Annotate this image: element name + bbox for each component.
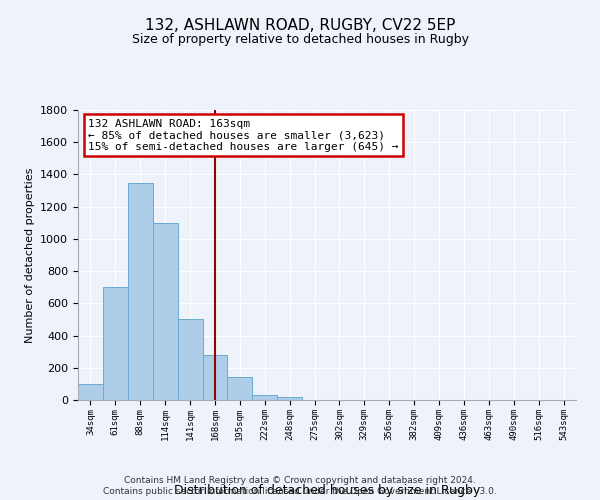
Bar [103, 287, 128, 400]
Text: 132, ASHLAWN ROAD, RUGBY, CV22 5EP: 132, ASHLAWN ROAD, RUGBY, CV22 5EP [145, 18, 455, 32]
Bar [227, 378, 253, 400]
Text: 132 ASHLAWN ROAD: 163sqm
← 85% of detached houses are smaller (3,623)
15% of sem: 132 ASHLAWN ROAD: 163sqm ← 85% of detach… [88, 118, 398, 152]
Text: Contains HM Land Registry data © Crown copyright and database right 2024.: Contains HM Land Registry data © Crown c… [124, 476, 476, 485]
Bar [178, 320, 203, 400]
Y-axis label: Number of detached properties: Number of detached properties [25, 168, 35, 342]
Bar [152, 223, 178, 400]
Bar [78, 384, 103, 400]
Bar [277, 397, 302, 400]
Text: Size of property relative to detached houses in Rugby: Size of property relative to detached ho… [131, 32, 469, 46]
X-axis label: Distribution of detached houses by size in Rugby: Distribution of detached houses by size … [174, 484, 480, 498]
Bar [253, 395, 277, 400]
Bar [128, 182, 153, 400]
Text: Contains public sector information licensed under the Open Government Licence v3: Contains public sector information licen… [103, 488, 497, 496]
Bar [203, 355, 227, 400]
